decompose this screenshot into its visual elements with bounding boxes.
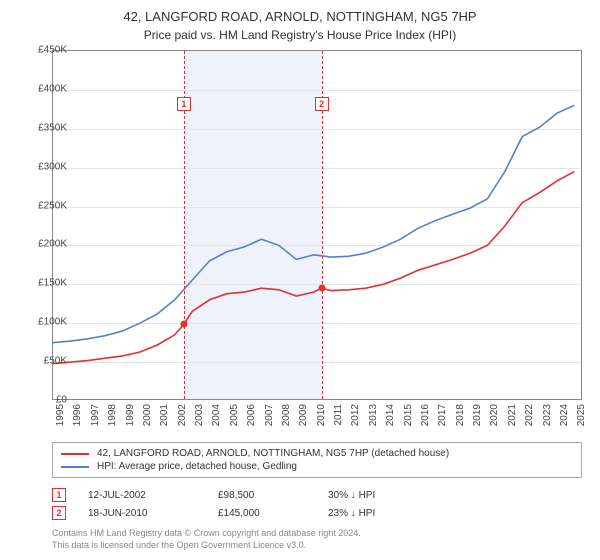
event-date: 12-JUL-2002 [88,490,218,501]
marker-box-1: 1 [177,97,191,111]
event-price: £98,500 [218,490,328,501]
x-axis-label: 2015 [403,404,414,426]
x-axis-label: 2023 [542,404,553,426]
y-axis-label: £350K [23,122,67,133]
x-axis-label: 2010 [316,404,327,426]
x-axis-label: 2016 [420,404,431,426]
x-axis-label: 2013 [368,404,379,426]
footer-line1: Contains HM Land Registry data © Crown c… [52,528,361,540]
x-axis-label: 2007 [264,404,275,426]
x-axis-label: 2009 [298,404,309,426]
footer-line2: This data is licensed under the Open Gov… [52,540,361,552]
y-axis-label: £200K [23,239,67,250]
x-axis-label: 2021 [507,404,518,426]
legend-label-blue: HPI: Average price, detached house, Gedl… [97,461,297,472]
legend-swatch-red [61,453,89,455]
x-axis-label: 2020 [489,404,500,426]
x-axis-label: 2002 [177,404,188,426]
x-axis-label: 2003 [194,404,205,426]
plot-area: 12 [52,50,582,400]
y-axis-label: £400K [23,83,67,94]
x-axis-label: 1999 [125,404,136,426]
marker-box-2: 2 [315,97,329,111]
x-axis-label: 2018 [455,404,466,426]
x-axis-label: 1996 [72,404,83,426]
x-axis-label: 2005 [229,404,240,426]
x-axis-label: 1995 [55,404,66,426]
x-axis-label: 2008 [281,404,292,426]
x-axis-label: 2024 [559,404,570,426]
event-row: 2 18-JUN-2010 £145,000 23% ↓ HPI [52,504,582,522]
x-axis-label: 2014 [385,404,396,426]
events-table: 1 12-JUL-2002 £98,500 30% ↓ HPI 2 18-JUN… [52,486,582,522]
legend-box: 42, LANGFORD ROAD, ARNOLD, NOTTINGHAM, N… [52,442,582,478]
event-marker-1: 1 [52,488,66,502]
x-axis-label: 2011 [333,404,344,426]
x-axis-label: 2004 [211,404,222,426]
legend-row: HPI: Average price, detached house, Gedl… [61,460,573,473]
x-axis-label: 2025 [576,404,587,426]
series-line-blue_series [53,105,574,342]
event-row: 1 12-JUL-2002 £98,500 30% ↓ HPI [52,486,582,504]
chart-title: 42, LANGFORD ROAD, ARNOLD, NOTTINGHAM, N… [0,0,600,26]
legend-swatch-blue [61,466,89,468]
event-pct: 30% ↓ HPI [328,490,375,501]
x-axis-label: 1997 [90,404,101,426]
legend-label-red: 42, LANGFORD ROAD, ARNOLD, NOTTINGHAM, N… [97,448,449,459]
footer-attribution: Contains HM Land Registry data © Crown c… [52,528,361,551]
y-axis-label: £300K [23,161,67,172]
x-axis-label: 2022 [524,404,535,426]
y-axis-label: £50K [23,356,67,367]
sale-marker-dot [318,285,325,292]
x-axis-label: 2019 [472,404,483,426]
chart-subtitle: Price paid vs. HM Land Registry's House … [0,28,600,42]
event-marker-2: 2 [52,506,66,520]
event-date: 18-JUN-2010 [88,508,218,519]
y-axis-label: £450K [23,45,67,56]
series-line-red_series [53,172,574,364]
x-axis-label: 2012 [350,404,361,426]
x-axis-label: 1998 [107,404,118,426]
event-pct: 23% ↓ HPI [328,508,375,519]
chart-container: 42, LANGFORD ROAD, ARNOLD, NOTTINGHAM, N… [0,0,600,560]
y-axis-label: £250K [23,200,67,211]
sale-marker-dot [180,321,187,328]
legend-row: 42, LANGFORD ROAD, ARNOLD, NOTTINGHAM, N… [61,447,573,460]
x-axis-label: 2017 [437,404,448,426]
x-axis-label: 2000 [142,404,153,426]
y-axis-label: £150K [23,278,67,289]
y-axis-label: £100K [23,317,67,328]
event-price: £145,000 [218,508,328,519]
x-axis-label: 2006 [246,404,257,426]
x-axis-label: 2001 [159,404,170,426]
